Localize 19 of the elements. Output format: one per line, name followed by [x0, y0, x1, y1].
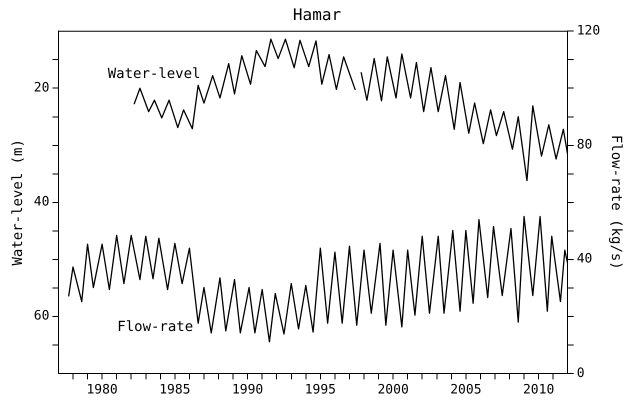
series-label: Water-level	[108, 66, 200, 82]
y2-tick-label: 0	[576, 366, 585, 381]
x-tick-label: 2010	[522, 382, 554, 398]
y2-tick-label: 40	[576, 252, 592, 267]
y-tick-label: 60	[34, 308, 50, 324]
y-tick-label: 20	[34, 80, 50, 96]
series-label: Flow-rate	[117, 318, 194, 335]
x-tick-label: 1995	[304, 382, 336, 398]
chart-title: Hamar	[292, 4, 342, 24]
y-axis-title: Water-level (m)	[10, 139, 26, 266]
x-tick-label: 1985	[159, 382, 191, 398]
x-tick-label: 1980	[86, 382, 118, 398]
y-tick-label: 40	[34, 194, 50, 210]
x-tick-label: 2000	[377, 382, 409, 398]
y2-tick-label: 80	[576, 138, 592, 153]
y2-tick-label: 120	[576, 24, 600, 39]
x-tick-label: 2005	[450, 382, 482, 398]
x-tick-label: 1990	[232, 382, 264, 398]
y2-axis-title: Flow-rate (kg/s)	[608, 134, 624, 270]
